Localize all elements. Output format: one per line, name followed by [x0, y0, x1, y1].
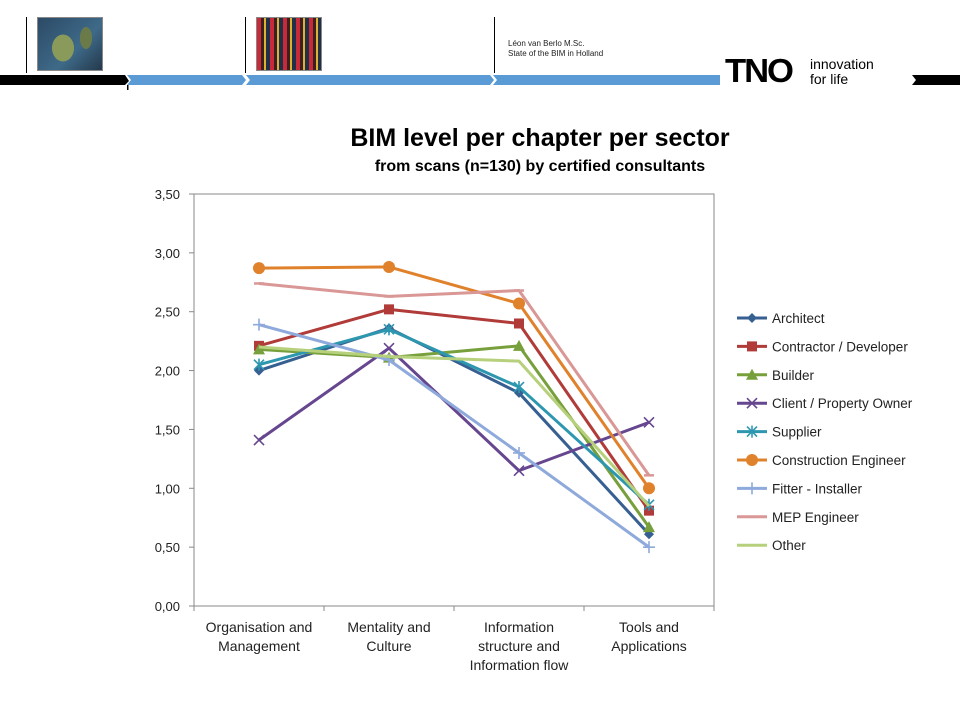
series-construction-engineer — [253, 260, 655, 495]
y-tick-label: 0,50 — [155, 540, 180, 555]
map-thumbnail-image — [37, 17, 103, 71]
legend-item-architect: Architect — [737, 311, 825, 326]
y-tick-label: 1,50 — [155, 422, 180, 437]
y-tick-label: 2,50 — [155, 305, 180, 320]
tno-logo-text: TNO — [725, 52, 794, 89]
point-builder-marker — [513, 339, 525, 351]
legend-label: Supplier — [772, 425, 822, 440]
legend-supplier-marker — [746, 425, 758, 438]
series-line-supplier — [258, 327, 651, 506]
legend-label: Construction Engineer — [772, 453, 906, 468]
series-mep-engineer — [254, 281, 654, 477]
legend-label: Client / Property Owner — [772, 396, 913, 411]
industrial-thumbnail-image — [256, 17, 322, 71]
point-client-property-owner-marker — [643, 416, 655, 428]
point-contractor-developer-marker — [384, 304, 394, 315]
legend-label: Contractor / Developer — [772, 339, 908, 354]
series-line-fitter-installer — [258, 323, 650, 549]
legend-item-other: Other — [737, 538, 806, 553]
legend-architect-marker — [747, 313, 757, 323]
series-line-architect — [258, 326, 651, 536]
header-divider-1 — [26, 17, 27, 73]
y-tick-label: 2,00 — [155, 364, 180, 379]
legend-label: MEP Engineer — [772, 510, 859, 525]
legend-builder-marker — [746, 368, 758, 380]
point-supplier-marker — [513, 381, 525, 394]
x-category-label: Organisation and Management — [206, 619, 313, 654]
legend-item-mep-engineer: MEP Engineer — [737, 510, 859, 525]
point-client-property-owner-marker — [513, 465, 525, 477]
header-bar — [0, 75, 960, 90]
presentation-subject: State of the BIM in Holland — [508, 49, 604, 58]
author-text: Léon van Berlo M.Sc. State of the BIM in… — [508, 39, 603, 59]
legend-item-construction-engineer: Construction Engineer — [737, 453, 906, 468]
point-construction-engineer-marker — [253, 262, 265, 275]
series-line-contractor-developer — [258, 307, 651, 512]
legend-label: Other — [772, 538, 806, 553]
x-category-label: Information structure and Information flow — [470, 619, 570, 673]
chart-subtitle: from scans (n=130) by certified consulta… — [375, 158, 705, 175]
legend-item-fitter-installer: Fitter - Installer — [737, 481, 863, 496]
legend-label: Fitter - Installer — [772, 481, 863, 496]
point-supplier-marker — [383, 323, 395, 336]
legend-fitter-installer-marker — [746, 482, 758, 495]
tagline-line-2: for life — [810, 71, 849, 87]
x-category-label: Tools and Applications — [611, 619, 687, 654]
tagline-line-1: innovation — [810, 56, 874, 72]
legend-client-property-owner-marker — [746, 397, 758, 409]
y-tick-label: 3,00 — [155, 246, 180, 261]
tno-tagline: innovation for life — [810, 57, 874, 87]
chart-title: BIM level per chapter per sector — [350, 124, 730, 152]
point-client-property-owner-marker — [383, 342, 395, 354]
series-fitter-installer — [253, 318, 655, 554]
legend-item-supplier: Supplier — [737, 425, 822, 440]
point-contractor-developer-marker — [514, 318, 524, 329]
y-tick-label: 3,50 — [155, 187, 180, 202]
point-fitter-installer-marker — [643, 541, 655, 554]
y-tick-label: 0,00 — [155, 599, 180, 614]
point-construction-engineer-marker — [643, 482, 655, 495]
point-construction-engineer-marker — [383, 260, 395, 273]
point-fitter-installer-marker — [513, 446, 525, 459]
series-line-builder — [258, 344, 651, 529]
y-tick-label: 1,00 — [155, 481, 180, 496]
point-supplier-marker — [253, 358, 265, 371]
header-divider-2 — [245, 17, 246, 73]
series-builder — [253, 339, 655, 533]
series-line-other — [258, 345, 651, 507]
point-builder-marker — [643, 521, 655, 533]
legend-item-client-property-owner: Client / Property Owner — [737, 396, 913, 411]
author-name: Léon van Berlo M.Sc. — [508, 39, 585, 48]
legend-label: Builder — [772, 368, 815, 383]
legend-construction-engineer-marker — [746, 454, 758, 466]
series-line-mep-engineer — [258, 281, 651, 477]
series-line-construction-engineer — [258, 265, 651, 490]
plot-area-frame — [193, 193, 715, 607]
legend-label: Architect — [772, 311, 825, 326]
point-client-property-owner-marker — [253, 434, 265, 446]
x-category-label: Mentality and Culture — [347, 619, 430, 654]
legend-item-contractor-developer: Contractor / Developer — [737, 339, 908, 354]
point-construction-engineer-marker — [513, 297, 525, 310]
point-fitter-installer-marker — [253, 318, 265, 331]
legend-item-builder: Builder — [737, 368, 815, 383]
header-divider-3 — [494, 17, 495, 73]
point-builder-marker — [253, 343, 265, 355]
series-other — [258, 345, 651, 507]
legend-contractor-developer-marker — [747, 341, 757, 352]
